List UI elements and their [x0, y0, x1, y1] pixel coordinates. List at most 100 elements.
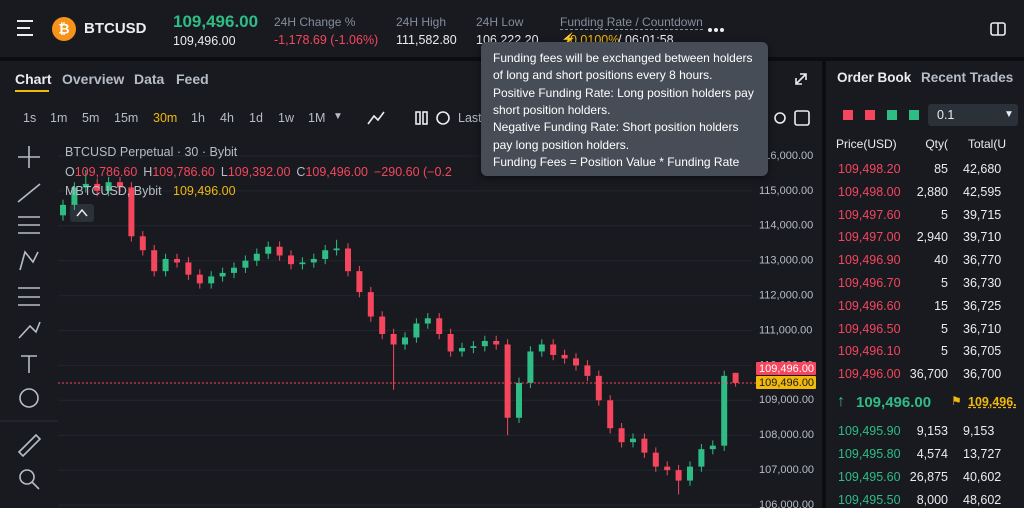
candle-body	[436, 318, 443, 334]
candle-body	[516, 382, 522, 418]
mark-price-book: 109,496.	[968, 395, 1017, 409]
book-qty: 85	[934, 162, 948, 176]
candle-body	[402, 337, 408, 345]
interval-button[interactable]: 15m	[114, 111, 139, 125]
candle-body	[481, 340, 488, 347]
ohlc-value: 109,392.00	[227, 165, 291, 179]
candle-body	[345, 248, 351, 272]
candle-body	[219, 272, 226, 277]
interval-button[interactable]: 1d	[249, 111, 263, 125]
candle-body	[105, 182, 112, 191]
column-header: Qty(	[925, 137, 948, 151]
book-price[interactable]: 109,498.00	[838, 184, 901, 199]
interval-button[interactable]: 4h	[220, 111, 234, 125]
candle-body	[71, 187, 78, 205]
book-qty: 40	[934, 253, 948, 268]
interval-button[interactable]: 1w	[278, 111, 294, 125]
candle-body	[231, 267, 237, 273]
candle-body	[162, 258, 169, 272]
y-tick-label: 114,000.00	[759, 220, 813, 232]
book-price[interactable]: 109,496.60	[838, 298, 901, 313]
candle-body	[128, 187, 135, 237]
column-header: Price(USD)	[836, 137, 897, 151]
order-book-panel	[826, 61, 1024, 508]
book-total: 36,710	[963, 321, 1002, 336]
book-qty: 5	[941, 321, 948, 336]
chart-tab[interactable]: Feed	[176, 71, 209, 87]
tooltip-line: Funding Fees = Position Value * Funding …	[493, 154, 740, 169]
candle-body	[379, 316, 386, 334]
tooltip-line: Funding fees will be exchanged between h…	[493, 51, 753, 65]
stat-value: -1,178.69 (-1.06%)	[274, 33, 379, 47]
last-price-label: 109,496.00	[759, 363, 814, 375]
mark-price: 109,496.00	[173, 34, 236, 48]
price-type[interactable]: Last	[458, 111, 482, 125]
legend-title: BTCUSD Perpetual · 30 · Bybit	[65, 145, 238, 159]
ohlc-key: C	[296, 165, 306, 179]
candle-body	[356, 271, 363, 293]
candle-body	[652, 452, 659, 467]
interval-button[interactable]: 1h	[191, 111, 205, 125]
book-price[interactable]: 109,496.00	[838, 367, 901, 382]
book-price[interactable]: 109,496.10	[838, 344, 901, 359]
book-price[interactable]: 109,496.50	[838, 321, 901, 336]
book-price[interactable]: 109,496.70	[838, 276, 901, 290]
candle-body	[504, 344, 511, 418]
y-tick-label: 115,000.00	[759, 185, 813, 197]
candle-body	[470, 346, 477, 348]
candle-body	[117, 182, 123, 188]
book-price[interactable]: 109,496.90	[838, 253, 901, 268]
book-price[interactable]: 109,497.60	[838, 207, 901, 222]
candle-body	[208, 276, 215, 284]
svg-text:₿: ₿	[58, 21, 69, 37]
stat-label: 24H Low	[476, 15, 524, 29]
book-total: 42,595	[963, 184, 1002, 199]
book-price[interactable]: 109,495.80	[838, 447, 901, 461]
tab-underline	[15, 90, 49, 92]
book-total: 39,715	[963, 207, 1002, 222]
index-price-label: 109,496.00	[759, 377, 814, 389]
tooltip-line: short position holders.	[493, 102, 611, 117]
ohlc-value: 109,786.60	[74, 165, 138, 179]
book-price[interactable]: 109,497.00	[838, 230, 901, 245]
candle-body	[698, 449, 705, 467]
precision-select[interactable]: 0.1	[937, 108, 955, 122]
index-name: MBTCUSD, Bybit	[65, 184, 162, 198]
index-value: 109,496.00	[173, 184, 236, 198]
legend-ohlc: O109,786.60 H109,786.60 L109,392.00 C109,49…	[65, 165, 452, 179]
candle-body	[721, 375, 728, 446]
book-qty: 26,875	[909, 470, 948, 484]
book-qty: 2,880	[916, 184, 948, 199]
candle-body	[185, 262, 192, 275]
btc-logo	[52, 17, 76, 41]
candle-body	[709, 445, 716, 450]
candle-body	[561, 354, 568, 359]
order-book-tab[interactable]: Recent Trades	[921, 70, 1014, 85]
interval-button[interactable]: 1m	[50, 111, 68, 125]
book-price[interactable]: 109,495.50	[838, 493, 901, 507]
candle-body	[687, 466, 693, 481]
chart-tab[interactable]: Data	[134, 71, 165, 87]
interval-button[interactable]: 1M	[308, 111, 326, 125]
book-total: 42,680	[963, 162, 1002, 176]
interval-button[interactable]: 5m	[82, 111, 100, 125]
book-price[interactable]: 109,495.90	[838, 424, 901, 438]
chart-tab[interactable]: Overview	[62, 71, 125, 87]
candle-body	[299, 262, 306, 265]
candle-body	[595, 375, 602, 401]
book-price[interactable]: 109,495.60	[838, 470, 901, 484]
candle-body	[333, 248, 340, 251]
book-total: 36,725	[963, 298, 1002, 313]
candle-body	[664, 466, 671, 471]
book-price[interactable]: 109,498.20	[838, 162, 901, 176]
interval-button[interactable]: 1s	[23, 111, 37, 125]
candle-body	[322, 250, 329, 259]
y-tick-label: 109,000.00	[759, 394, 814, 406]
candle-body	[60, 204, 66, 216]
book-qty: 8,000	[916, 493, 948, 507]
book-qty: 36,700	[909, 367, 948, 382]
interval-button[interactable]: 30m	[153, 111, 178, 125]
book-qty: 9,153	[916, 424, 948, 438]
order-book-tab[interactable]: Order Book	[837, 70, 912, 85]
chart-tab[interactable]: Chart	[15, 71, 52, 87]
